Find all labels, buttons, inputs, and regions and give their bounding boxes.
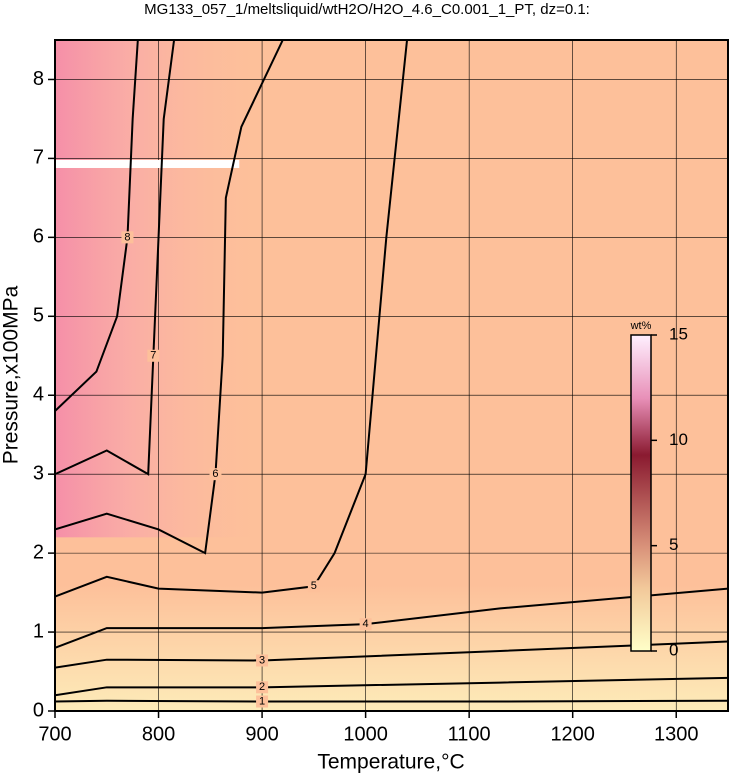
x-tick-label: 1300 [654,723,699,745]
y-tick-label: 8 [33,68,44,90]
contour-label: 5 [311,580,317,592]
contour-line [55,587,728,649]
contour-label: 6 [212,468,218,480]
contour-label: 2 [259,681,265,693]
x-tick-label: 1200 [550,723,595,745]
colorbar-gradient [630,334,652,652]
chart-title: MG133_057_1/meltsliquid/wtH2O/H2O_4.6_C0… [144,1,590,18]
data-gap [55,159,240,168]
colorbar: wt% 0 5 10 15 [630,320,688,660]
colorbar-tick-label: 0 [669,640,678,659]
frame [54,39,729,712]
contour-label-bg [256,681,269,694]
y-tick-label: 1 [33,620,44,642]
y-tick-label: 4 [33,384,44,406]
contour-label-bg [121,231,134,244]
x-tick-label: 800 [142,723,175,745]
x-axis-label: Temperature,°C [317,751,464,774]
contour-label-bg [209,468,222,481]
contour-label: 3 [259,654,265,666]
contour-label-bg [307,580,320,593]
x-tick-label: 700 [38,723,71,745]
colorbar-label: wt% [630,320,652,332]
contour-label: 1 [259,695,265,707]
x-tick-label: 900 [245,723,278,745]
contour-label-bg [147,349,160,362]
low-band [55,584,728,711]
contour-label-bg [256,654,269,667]
contour-line [55,40,139,412]
colorbar-tick-label: 5 [669,535,678,554]
contour-label-bg [256,695,269,708]
x-tick-label: 1100 [448,723,491,745]
x-tick-label: 1000 [343,723,388,745]
y-tick-label: 6 [33,226,44,248]
y-tick-label: 0 [33,699,44,721]
y-tick-label: 3 [33,462,44,484]
contour-label: 8 [124,231,130,243]
contour-label: 4 [363,618,369,630]
contour-line [55,699,728,703]
y-axis-label: Pressure,x100MPa [0,285,23,464]
y-tick-label: 5 [33,305,44,327]
colorbar-tick-label: 15 [669,324,688,343]
colorbar-tick-label: 10 [669,430,688,449]
pink-region [55,40,275,538]
plot-area: 1 2 3 4 5 6 7 8 [55,40,728,711]
y-tick-label: 2 [33,541,44,563]
contour-label: 7 [150,350,156,362]
contour-label-bg [359,618,372,631]
y-tick-label: 7 [33,147,44,169]
